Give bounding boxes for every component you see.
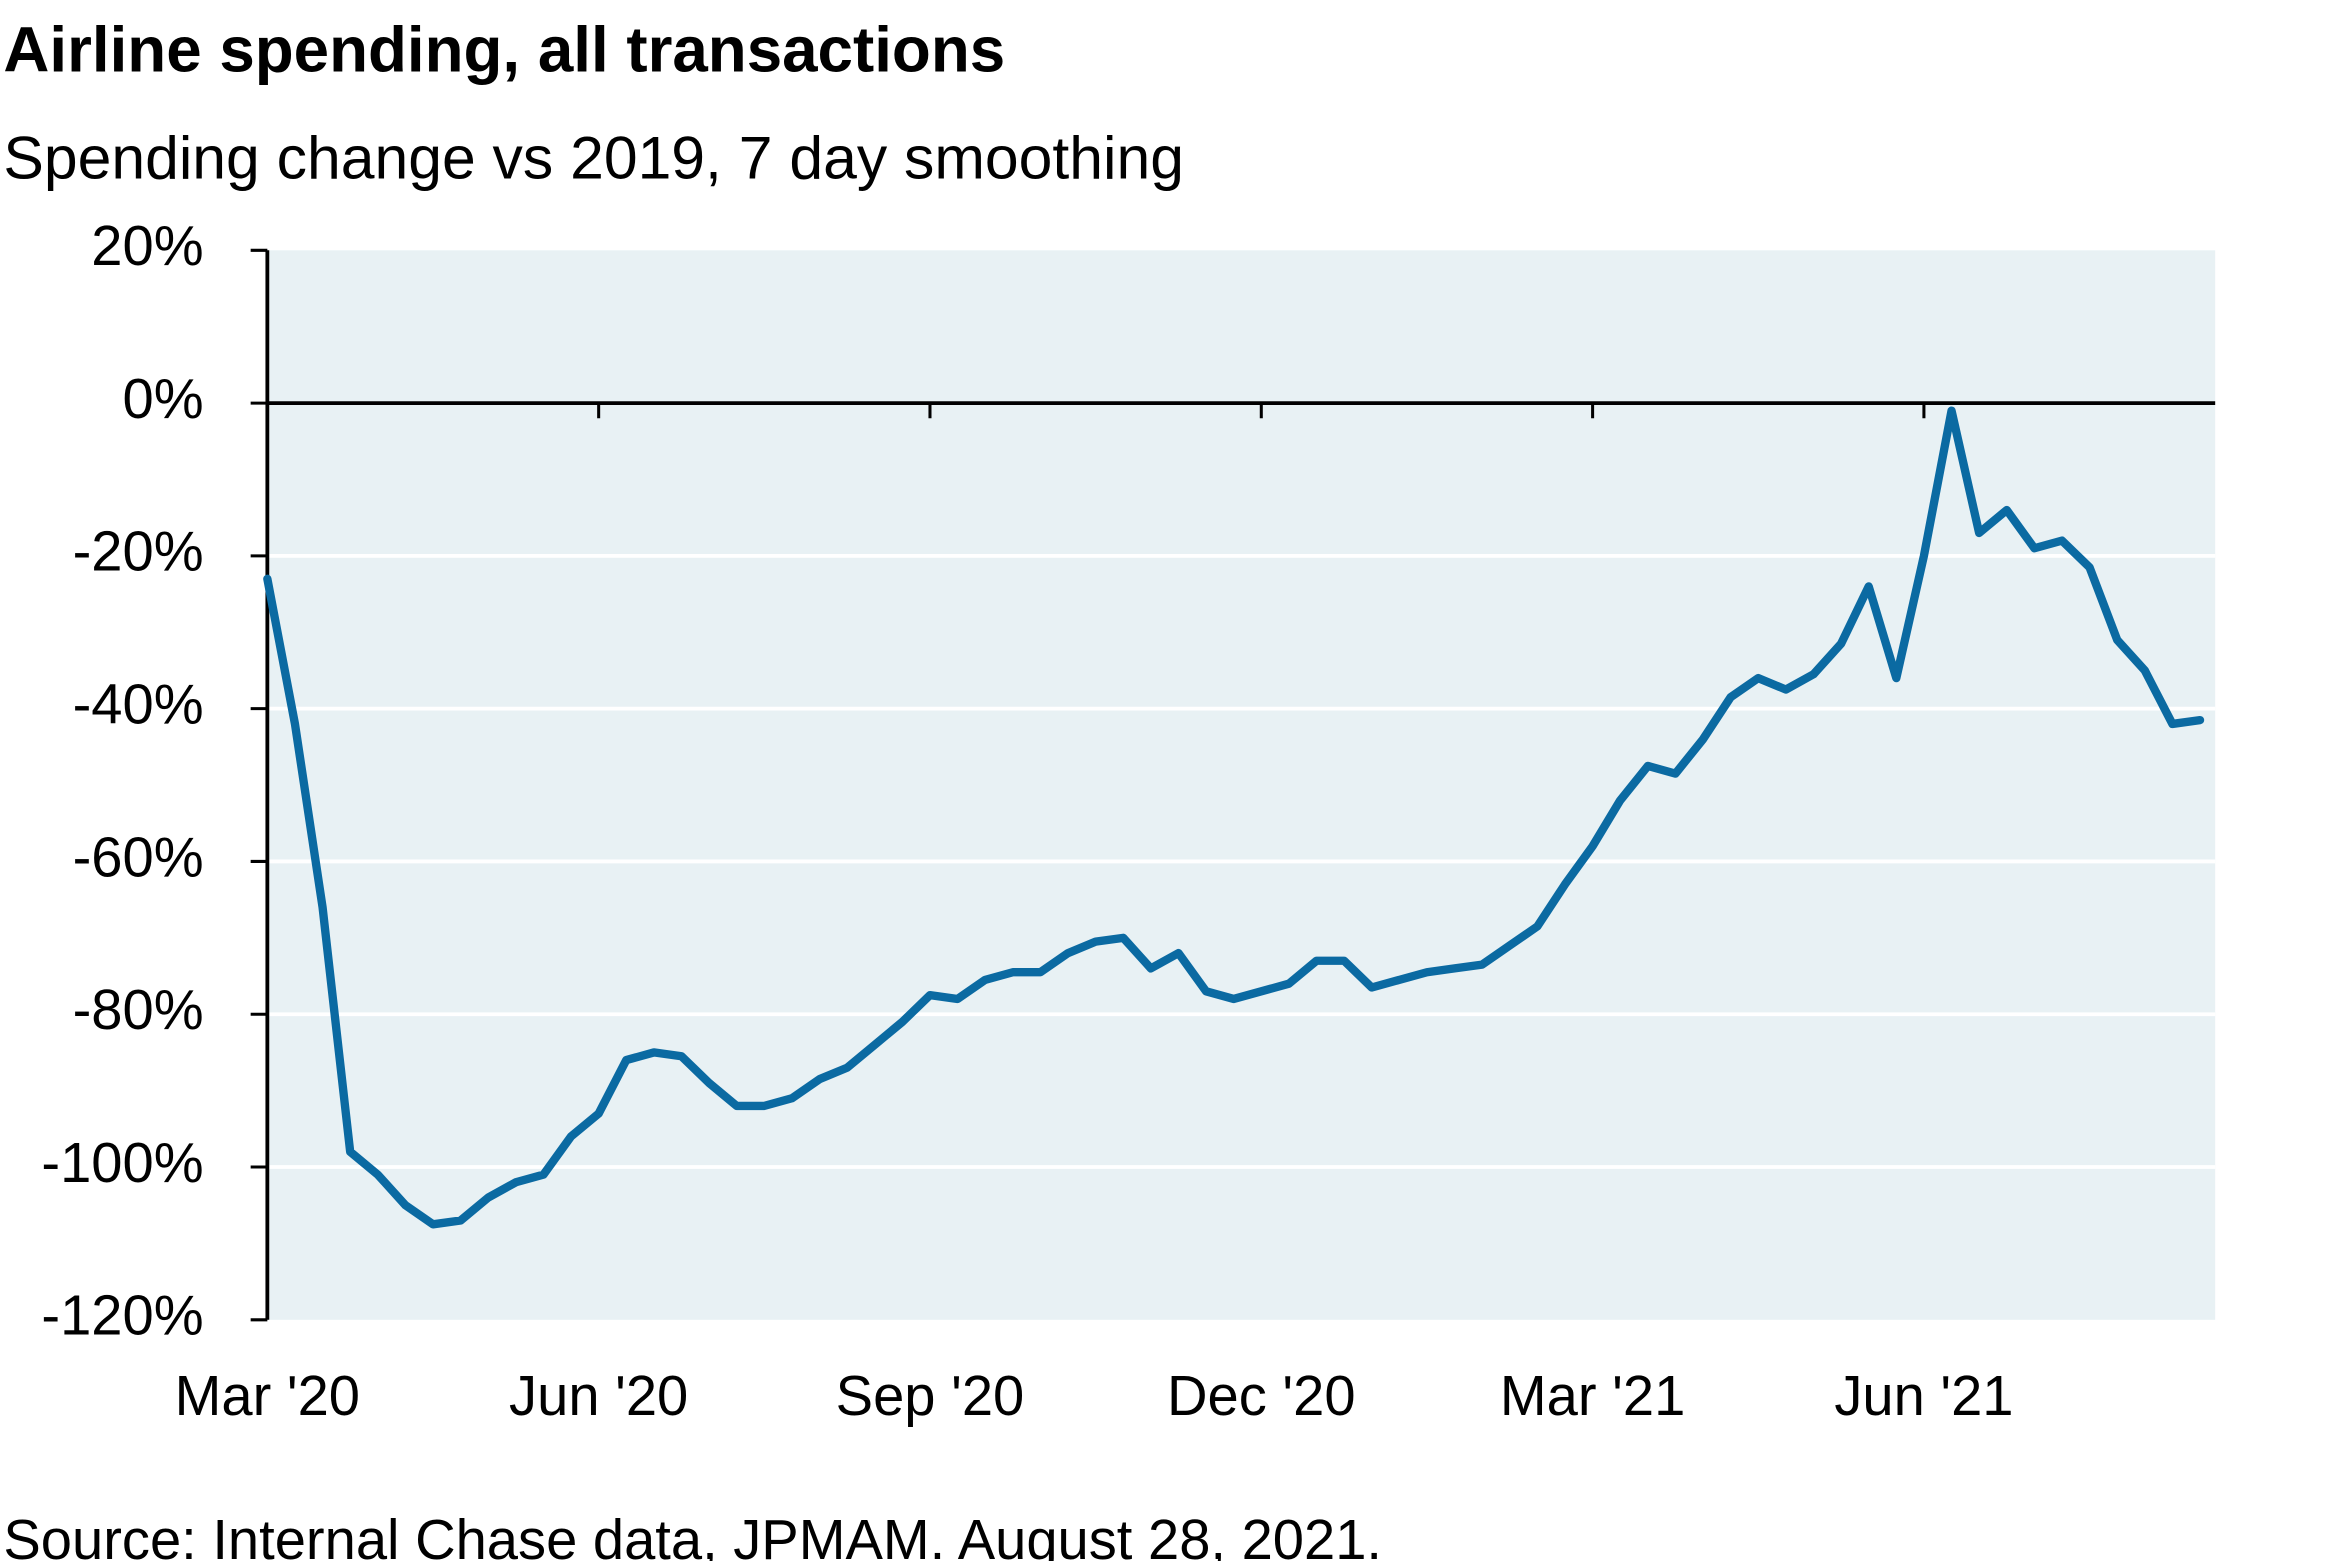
y-tick-label: -60% (73, 825, 204, 888)
y-tick-label: 20% (91, 214, 203, 277)
chart-title: Airline spending, all transactions (3, 13, 1005, 85)
y-tick-label: -20% (73, 520, 204, 583)
y-tick-label: 0% (123, 367, 204, 430)
data-line (263, 406, 2205, 1229)
x-tick-label: Jun '20 (509, 1364, 688, 1427)
x-tick-label: Mar '20 (175, 1364, 360, 1427)
y-tick-label: -40% (73, 672, 204, 735)
y-tick-label: -80% (73, 978, 204, 1041)
x-tick-label: Mar '21 (1500, 1364, 1685, 1427)
y-tick-label: -120% (41, 1284, 203, 1347)
x-tick-label: Jun '21 (1834, 1364, 2013, 1427)
plot-area (267, 250, 2216, 1320)
source-note: Source: Internal Chase data, JPMAM. Augu… (3, 1508, 1382, 1561)
x-tick-label: Dec '20 (1167, 1364, 1356, 1427)
chart-subtitle: Spending change vs 2019, 7 day smoothing (3, 123, 1184, 191)
y-tick-label: -100% (41, 1131, 203, 1194)
x-tick-label: Sep '20 (836, 1364, 1025, 1427)
